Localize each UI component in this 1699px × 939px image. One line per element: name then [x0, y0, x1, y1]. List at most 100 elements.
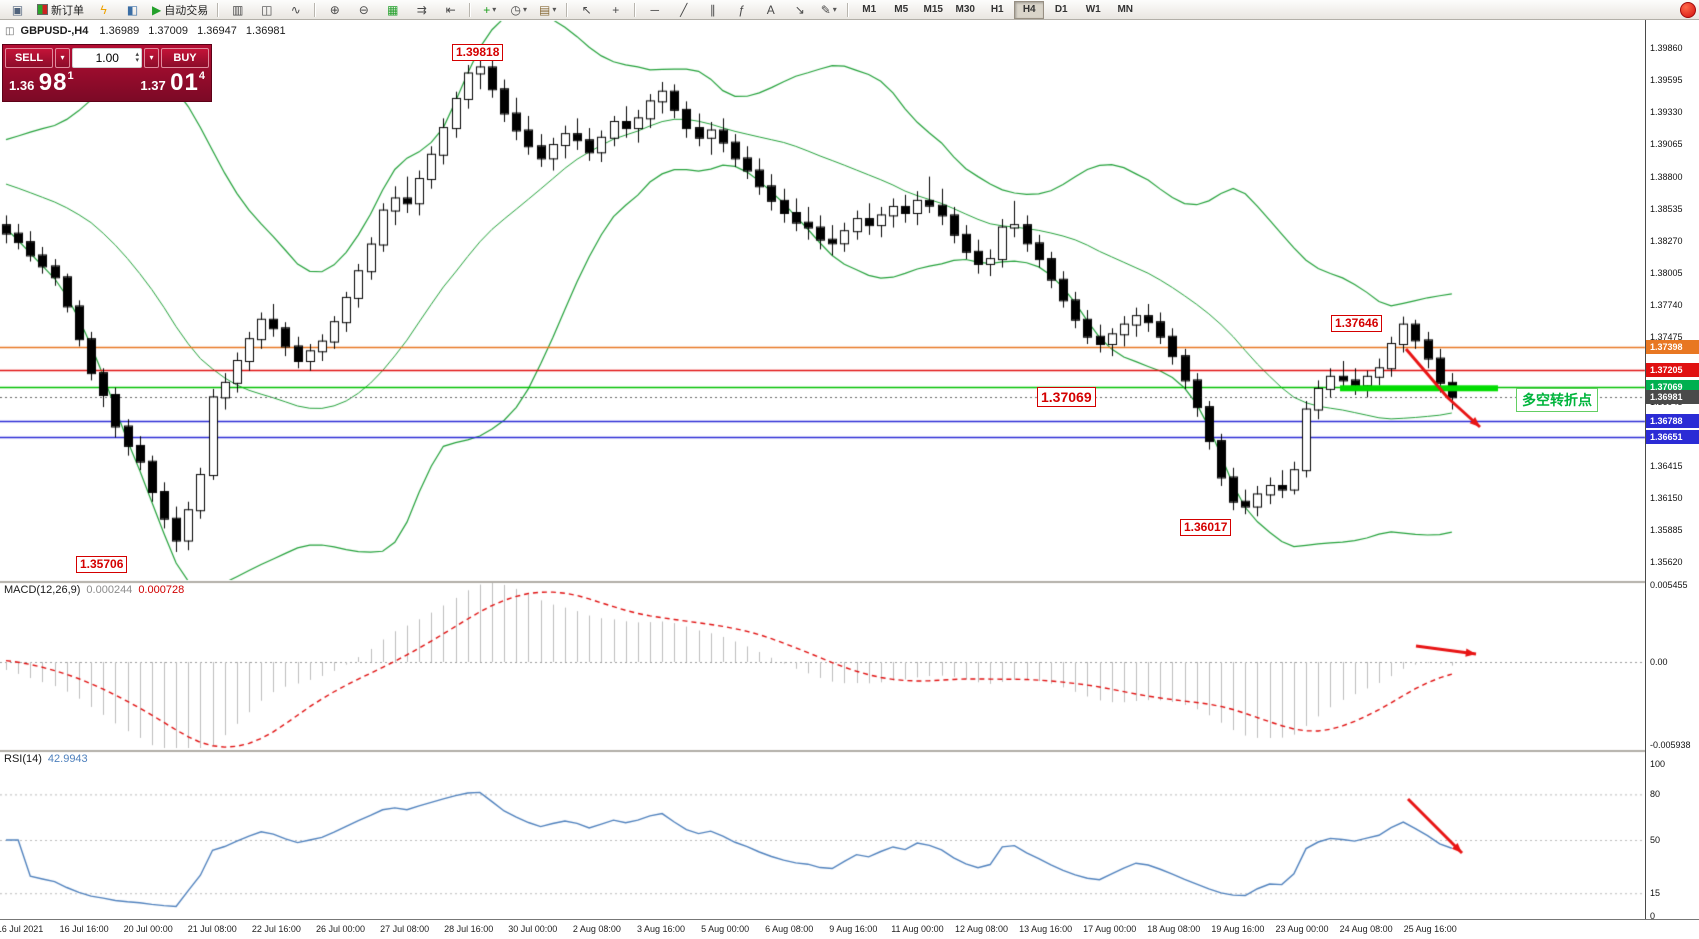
expert-advisors-icon[interactable]: ϟ	[90, 0, 117, 19]
arrows-tool-icon[interactable]: ↘	[786, 0, 813, 19]
price-marker-red: 1.37205	[1646, 363, 1699, 378]
tile-windows-icon[interactable]: ▦	[379, 0, 406, 19]
time-label: 18 Aug 08:00	[1147, 924, 1201, 934]
chart-window-icon[interactable]: ▣	[4, 0, 31, 19]
chart-shift-icon[interactable]: ⇤	[437, 0, 464, 19]
price-marker-green: 1.37069	[1646, 379, 1699, 394]
indicators-add-icon[interactable]: + ▾	[476, 0, 503, 19]
fibonacci-tool-icon[interactable]: ƒ	[728, 0, 755, 19]
time-label: 9 Aug 16:00	[829, 924, 878, 934]
price-tick: 1.36150	[1650, 493, 1683, 504]
rsi-scale-tick: 50	[1650, 835, 1661, 845]
rsi-scale-tick: 0	[1650, 911, 1656, 921]
volume-spinner[interactable]: ▴ ▾	[135, 50, 139, 64]
sell-button[interactable]: SELL	[5, 47, 53, 68]
price-scale[interactable]: 1.39860 1.39595 1.39330 1.39065 1.38800 1.385…	[1645, 20, 1699, 921]
templates-icon-caret: ▾	[552, 5, 557, 14]
hline-tool-icon: ─	[650, 2, 659, 17]
bars-chart-icon[interactable]: ▥	[224, 0, 251, 19]
time-label: 22 Jul 16:00	[251, 924, 301, 934]
volume-value: 1.00	[95, 50, 119, 65]
cursor-tool-icon: ↖	[581, 2, 592, 17]
auto-scroll-icon: ⇉	[416, 2, 427, 17]
line-chart-icon[interactable]: ∿	[282, 0, 309, 19]
volume-field[interactable]: 1.00 ▴ ▾	[72, 47, 142, 68]
time-label: 20 Jul 00:00	[123, 924, 173, 934]
time-label: 26 Jul 00:00	[315, 924, 366, 934]
ohlc-low: 1.36947	[197, 25, 237, 37]
price-marker-blue: 1.36788	[1646, 413, 1699, 428]
time-label: 24 Aug 08:00	[1339, 924, 1393, 934]
channel-tool-icon: ∥	[709, 2, 716, 17]
timeframe-button-d1[interactable]: D1	[1054, 4, 1068, 15]
price-tick: 1.39065	[1650, 139, 1683, 150]
new-order-button[interactable]: 新订单	[33, 0, 88, 19]
periods-icon[interactable]: ◷ ▾	[505, 0, 532, 19]
draw-tools-dropdown-caret: ▾	[832, 5, 837, 14]
candlestick-chart-icon[interactable]: ◫	[253, 0, 280, 19]
macd-scale-tick: 0.005455	[1650, 580, 1688, 591]
price-tick: 1.38005	[1650, 268, 1683, 279]
ohlc-close: 1.36981	[245, 25, 286, 37]
chart-symbol-bar: ◫ GBPUSD-,H4 1.36989 1.37009 1.36947 1.3…	[5, 25, 292, 37]
market-watch-icon[interactable]: ◧	[119, 0, 146, 19]
time-label: 16 Jul 2021	[0, 924, 44, 934]
toolbar-separator	[847, 2, 850, 17]
price-label-low: 1.35706	[76, 556, 128, 573]
timeframe-button-m5[interactable]: M5	[894, 4, 909, 15]
rsi-scale-tick: 100	[1650, 759, 1666, 769]
price-marker-orange: 1.37398	[1646, 339, 1699, 354]
price-label-pivot: 1.37069	[1037, 387, 1096, 407]
cursor-tool-icon[interactable]: ↖	[573, 0, 600, 19]
time-label: 12 Aug 08:00	[954, 924, 1009, 934]
buy-button[interactable]: BUY	[161, 47, 209, 68]
trendline-tool-icon[interactable]: ╱	[670, 0, 697, 19]
price-tick: 1.37475	[1650, 332, 1683, 343]
price-marker-blue: 1.36651	[1646, 430, 1699, 445]
tile-windows-icon: ▦	[387, 2, 399, 17]
bid-price: 1.36 981	[9, 69, 74, 96]
crosshair-tool-icon[interactable]: +	[602, 0, 629, 19]
time-label: 5 Aug 00:00	[701, 924, 750, 934]
community-notification-icon[interactable]	[1680, 1, 1696, 18]
price-tick: 1.39860	[1650, 43, 1683, 53]
draw-tools-dropdown[interactable]: ✎ ▾	[815, 0, 842, 19]
hline-tool-icon[interactable]: ─	[641, 0, 668, 19]
price-label-swing-high: 1.37646	[1331, 315, 1383, 332]
autotrading-button-label: 自动交易	[164, 4, 209, 17]
price-tick: 1.39330	[1650, 107, 1683, 118]
time-label: 21 Jul 08:00	[187, 924, 237, 934]
chart-window-icon: ▣	[11, 2, 24, 17]
timeframe-button-m1[interactable]: M1	[862, 4, 877, 15]
arrows-tool-icon: ↘	[794, 2, 805, 17]
sell-options-caret-icon[interactable]: ▾	[55, 47, 70, 68]
buy-options-caret-icon[interactable]: ▾	[144, 47, 159, 68]
channel-tool-icon[interactable]: ∥	[699, 0, 726, 19]
auto-scroll-icon[interactable]: ⇉	[408, 0, 435, 19]
templates-icon[interactable]: ▤ ▾	[534, 0, 561, 19]
expert-advisors-icon: ϟ	[100, 2, 107, 17]
timeframe-button-m30[interactable]: M30	[955, 4, 975, 15]
time-label: 13 Aug 16:00	[1019, 924, 1073, 934]
timeframe-button-mn[interactable]: MN	[1117, 4, 1134, 15]
time-label: 30 Jul 00:00	[508, 924, 558, 934]
macd-scale-tick: -0.005938	[1650, 740, 1691, 751]
rsi-indicator-label: RSI(14) 42.9943	[4, 753, 88, 765]
timeframe-button-h1[interactable]: H1	[990, 4, 1004, 15]
timeframe-button-m15[interactable]: M15	[923, 4, 943, 15]
time-label: 28 Jul 16:00	[444, 924, 494, 934]
timeframe-button-h4[interactable]: H4	[1014, 0, 1045, 19]
text-tool-icon[interactable]: A	[757, 0, 784, 19]
time-axis[interactable]: 16 Jul 2021 16 Jul 16:00 20 Jul 00:00 21 Ju…	[0, 919, 1699, 939]
timeframe-button-w1[interactable]: W1	[1085, 4, 1101, 15]
autotrading-button[interactable]: ▶ 自动交易	[148, 0, 212, 19]
fibonacci-tool-icon: ƒ	[738, 2, 746, 17]
zoom-in-icon[interactable]: ⊕	[321, 0, 348, 19]
ask-price: 1.37 014	[140, 69, 205, 96]
ohlc-high: 1.37009	[148, 25, 189, 37]
toolbar-separator	[566, 2, 569, 17]
zoom-out-icon[interactable]: ⊖	[350, 0, 377, 19]
price-label-swing-low: 1.36017	[1180, 519, 1232, 536]
price-tick: 1.38800	[1650, 171, 1683, 182]
